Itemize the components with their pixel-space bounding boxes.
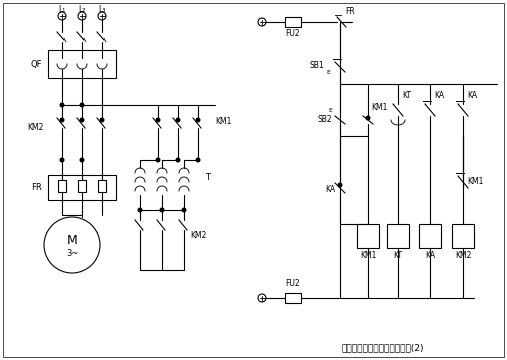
Text: SB2: SB2 [317,116,332,125]
Bar [387,224,409,248]
Text: L₁: L₁ [58,4,65,13]
Bar [452,224,474,248]
Bar [48,50,116,78]
Text: 自耦變壓器減壓起動控制電路(2): 自耦變壓器減壓起動控制電路(2) [342,343,424,352]
Circle shape [176,118,180,122]
Circle shape [156,158,160,162]
Bar [98,180,106,192]
Text: KA: KA [425,252,435,261]
Text: SB1: SB1 [309,62,324,71]
Text: QF: QF [30,59,42,68]
Text: E: E [328,108,332,112]
Circle shape [80,158,84,162]
Circle shape [60,118,64,122]
Bar [419,224,441,248]
Circle shape [100,118,104,122]
Bar [78,180,86,192]
Circle shape [176,158,180,162]
Bar [357,224,379,248]
Text: KA: KA [434,91,444,100]
Text: KM2: KM2 [455,252,471,261]
Text: KM2: KM2 [27,123,44,132]
Circle shape [160,208,164,212]
Circle shape [80,118,84,122]
Text: T: T [205,174,210,183]
Bar [285,17,301,27]
Text: 3~: 3~ [66,248,78,257]
Text: FU2: FU2 [285,279,300,288]
Bar [48,175,116,200]
Circle shape [138,208,142,212]
Text: KT: KT [402,91,411,100]
Circle shape [60,103,64,107]
Text: KM1: KM1 [215,117,231,126]
Circle shape [338,183,342,187]
Text: M: M [66,234,78,248]
Circle shape [366,116,370,120]
Bar [58,180,66,192]
Circle shape [196,118,200,122]
Text: L₂: L₂ [78,4,86,13]
Circle shape [196,158,200,162]
Circle shape [60,158,64,162]
Bar [285,293,301,303]
Circle shape [182,208,186,212]
Text: KA: KA [467,91,477,100]
Text: KM1: KM1 [371,104,387,112]
Text: FR: FR [345,8,355,17]
Circle shape [156,118,160,122]
Text: KM2: KM2 [190,230,206,239]
Text: FR: FR [31,183,42,192]
Text: KM1: KM1 [467,177,483,186]
Text: KT: KT [393,252,403,261]
Text: E: E [326,71,330,76]
Text: KM1: KM1 [360,252,376,261]
Text: KA: KA [325,184,335,194]
Text: L₃: L₃ [98,4,105,13]
Circle shape [80,103,84,107]
Text: FU2: FU2 [285,30,300,39]
